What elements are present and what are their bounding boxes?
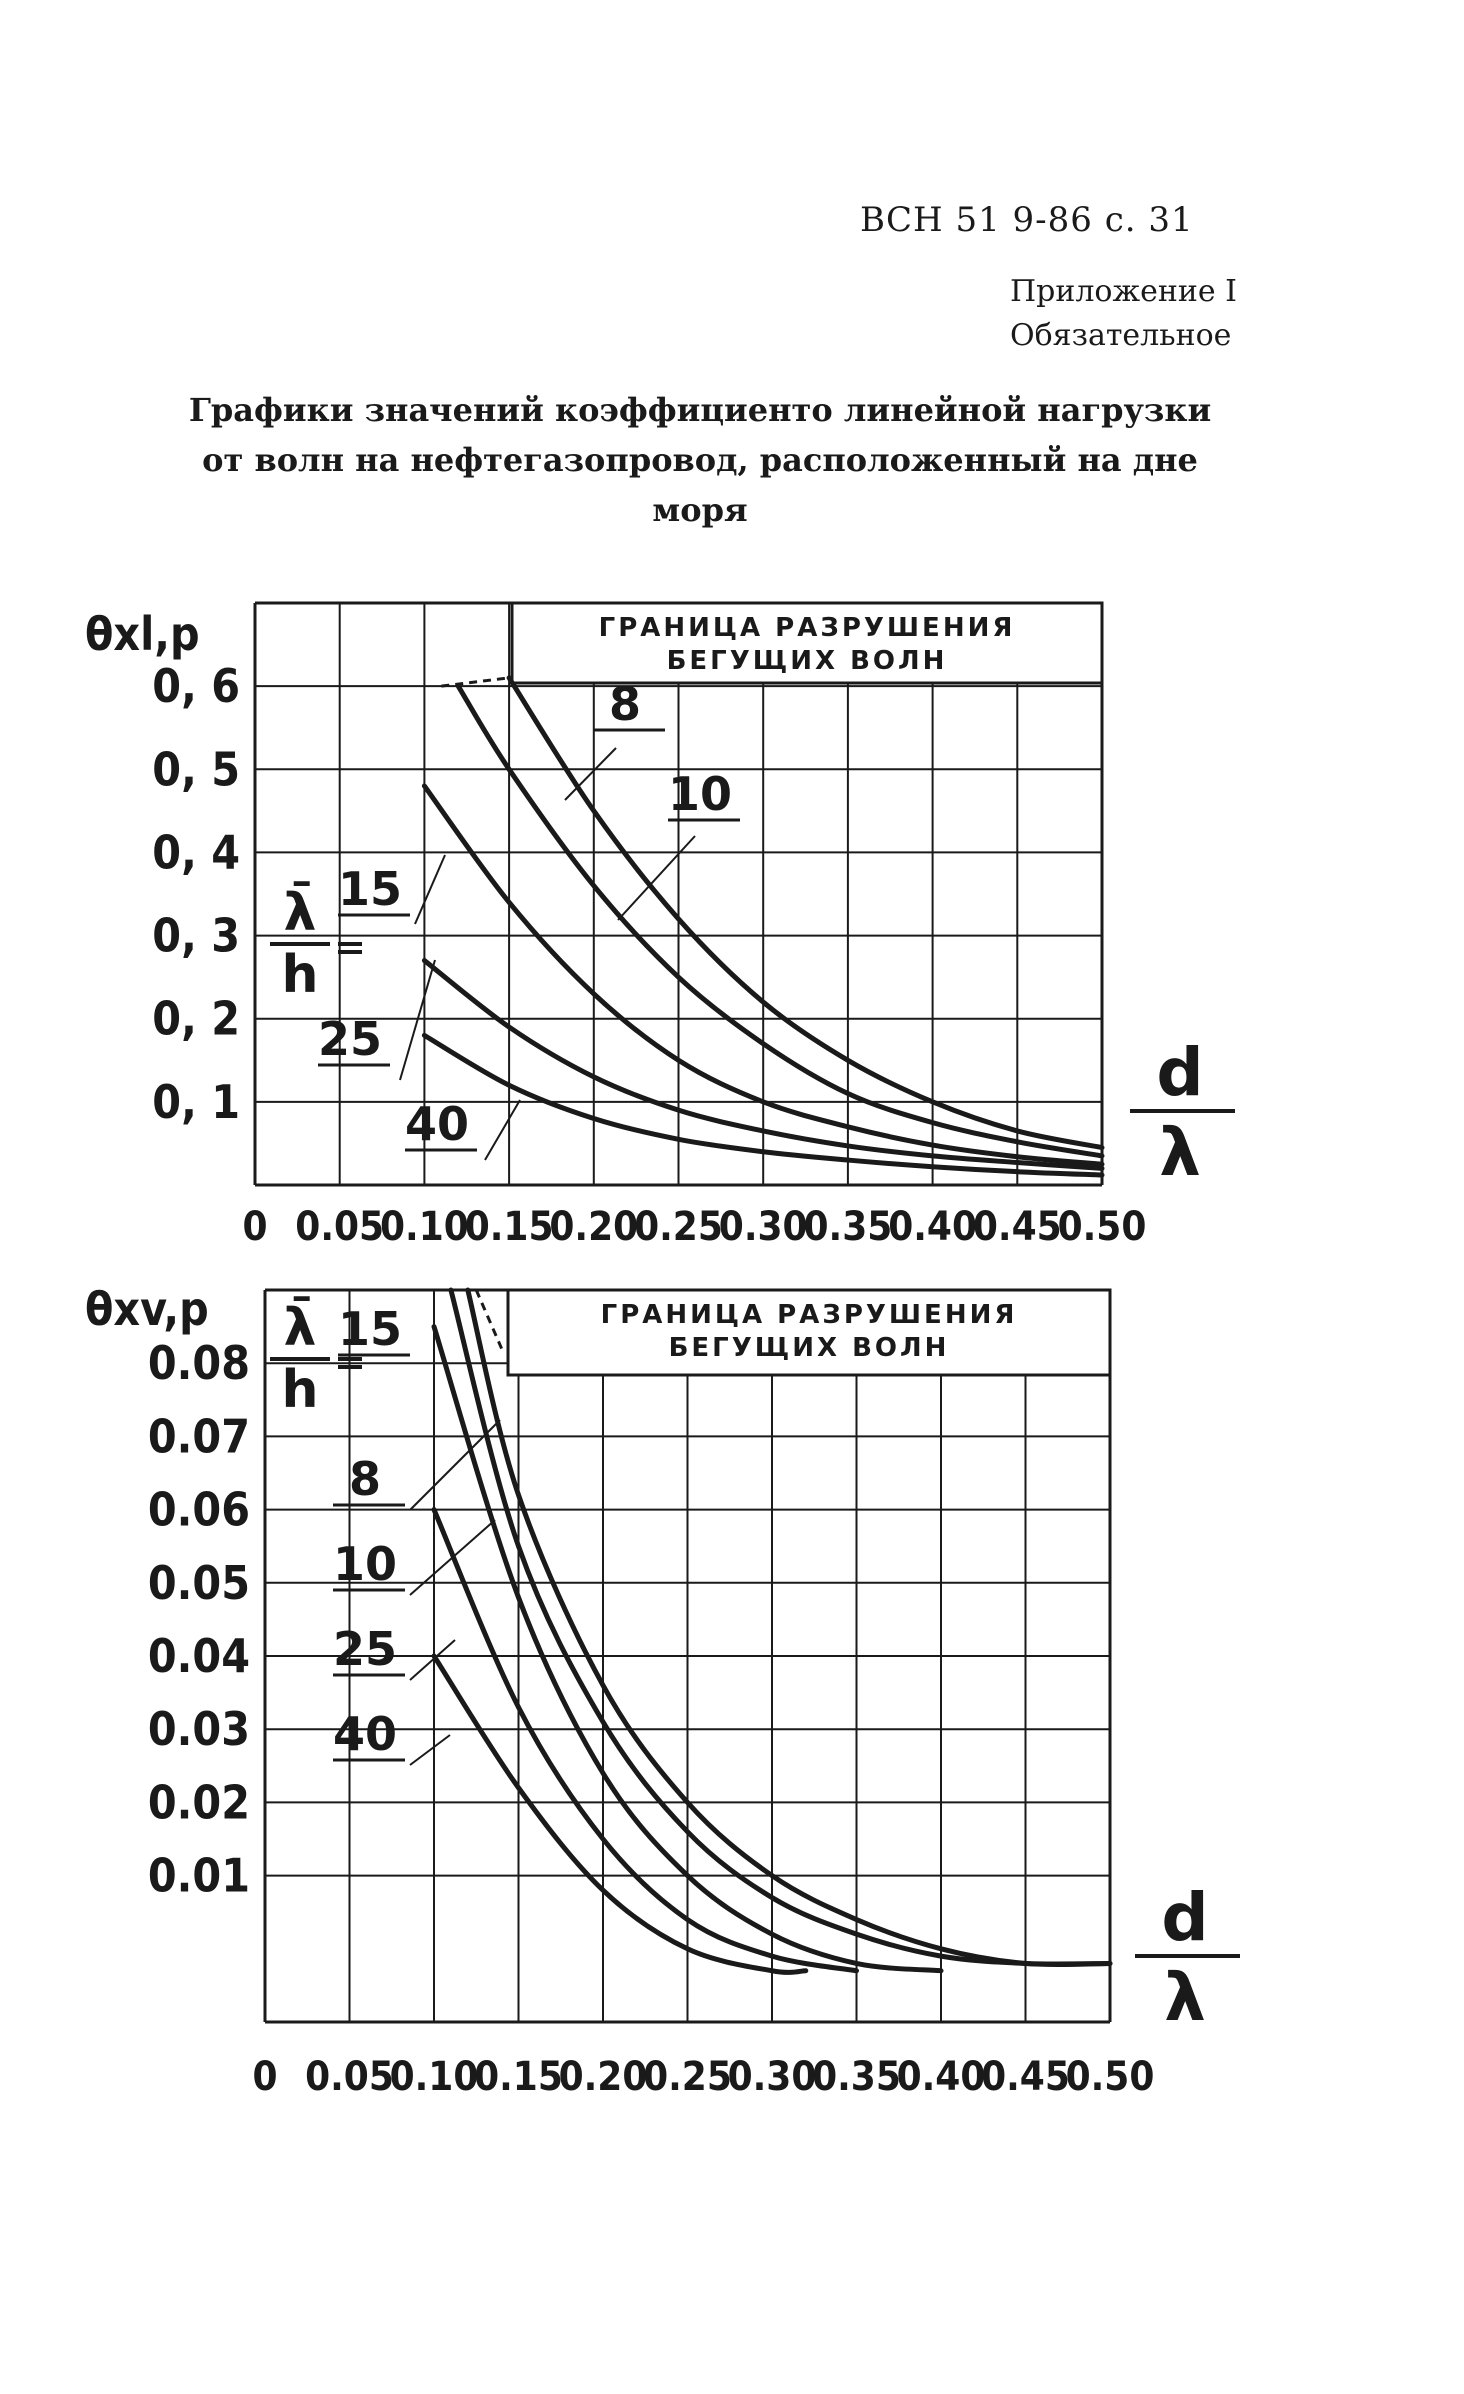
chart2-x-tick-label: 0.50 (1066, 2054, 1155, 2100)
chart1-x-tick-label: 0.20 (549, 1204, 638, 1250)
appendix-note: Приложение I Обязательное (1010, 270, 1237, 358)
chart2-x-tick-label: 0.35 (812, 2054, 901, 2100)
chart2-series-label-40: 40 (333, 1707, 397, 1761)
chart1-x-tick-label: 0.25 (634, 1204, 723, 1250)
chart2-x-tick-label: 0.25 (643, 2054, 732, 2100)
chart1-series-label-40: 40 (405, 1097, 469, 1151)
chart2-param-label-den: h (281, 1360, 318, 1420)
title-line-1: Графики значений коэффициенто линейной н… (188, 391, 1212, 429)
chart2-y-tick-label: 0.04 (148, 1629, 250, 1683)
chart2-x-axis-label-num: d (1161, 1879, 1208, 1956)
chart1-series-leader-line (414, 854, 446, 925)
chart2-boundary-line (474, 1289, 503, 1350)
chart2-series-line-40 (431, 1653, 809, 1975)
chart1-y-tick-label: 0, 5 (152, 742, 240, 796)
chart1-series-label-25: 25 (318, 1012, 382, 1066)
chart1-series-line-25 (421, 958, 1105, 1171)
chart2-y-tick-label: 0.06 (148, 1483, 250, 1537)
chart1-x-tick-label: 0.10 (380, 1204, 469, 1250)
chart2-x-tick-label: 0.30 (728, 2054, 817, 2100)
chart1-x-axis-label-num: d (1156, 1034, 1203, 1111)
chart1-y-axis-title: θxl,p (85, 607, 200, 661)
chart1-x-tick-label: 0.35 (804, 1204, 893, 1250)
appendix-line-1: Приложение I (1010, 274, 1237, 309)
chart2-x-tick-label: 0.45 (981, 2054, 1070, 2100)
chart1-series-label-8: 8 (609, 677, 641, 731)
chart1-series-line-15 (421, 783, 1105, 1167)
chart1-y-tick-label: 0, 2 (152, 992, 240, 1046)
chart2-x-tick-label: 0.05 (305, 2054, 394, 2100)
chart2-series-label-15: 15 (338, 1302, 402, 1356)
chart1-series-line-40 (421, 1032, 1105, 1178)
chart1-x-tick-label: 0.30 (719, 1204, 808, 1250)
chart1-x-tick-label: 0.50 (1058, 1204, 1147, 1250)
chart1-param-label-num: λ̄ (284, 881, 317, 943)
chart2-y-tick-label: 0.08 (148, 1336, 250, 1390)
chart2-y-tick-label: 0.03 (148, 1702, 250, 1756)
chart1-boundary-label-1: ГРАНИЦА РАЗРУШЕНИЯ (599, 613, 1016, 643)
chart1-series-leader-line (399, 959, 436, 1081)
chart2-series-line-15 (465, 1287, 1113, 1968)
chart2-x-axis-label-den: λ (1164, 1959, 1206, 2036)
chart2-series-line-8 (448, 1287, 1113, 1967)
chart2-x-tick-label: 0.20 (559, 2054, 648, 2100)
chart1-boundary-box (510, 601, 1104, 685)
chart1-boundary-line (441, 676, 510, 688)
title-line-3: моря (652, 491, 748, 529)
chart2-boundary-label-2: БЕГУЩИХ ВОЛН (669, 1333, 950, 1363)
chart2-series-line-25 (431, 1507, 859, 1974)
chart2-series-label-25: 25 (333, 1622, 397, 1676)
chart2-series-leader-line (409, 1419, 501, 1511)
chart1-y-tick-label: 0, 1 (152, 1075, 240, 1129)
appendix-line-2: Обязательное (1010, 318, 1232, 353)
chart1-series-label-10: 10 (668, 767, 732, 821)
chart1-x-tick-label: 0.05 (295, 1204, 384, 1250)
chart1-series-line-8 (506, 675, 1105, 1151)
chart1-y-tick-label: 0, 3 (152, 909, 240, 963)
chart2-y-tick-label: 0.05 (148, 1556, 250, 1610)
chart1-y-tick-label: 0, 4 (152, 825, 240, 879)
chart1-series-line-10 (455, 683, 1105, 1159)
chart1-x-tick-label: 0.45 (973, 1204, 1062, 1250)
chart2-y-tick-label: 0.02 (148, 1775, 250, 1829)
title-line-2: от волн на нефтегазопровод, расположенны… (202, 441, 1198, 479)
chart1-x-tick-label: 0 (242, 1204, 267, 1250)
chart2-series-leader-line (409, 1639, 456, 1681)
chart1-series-leader-line (617, 835, 696, 921)
chart2-y-tick-label: 0.01 (148, 1849, 250, 1903)
chart2-series-leader-line (409, 1734, 451, 1766)
chart2-y-tick-label: 0.07 (148, 1409, 250, 1463)
chart1-y-tick-label: 0, 6 (152, 659, 240, 713)
chart1-series-label-15: 15 (338, 862, 402, 916)
chart1-x-tick-label: 0.40 (888, 1204, 977, 1250)
chart2-boundary-box (506, 1288, 1112, 1377)
page-title: Графики значений коэффициенто линейной н… (150, 385, 1250, 535)
chart1-series-leader-line (484, 1099, 521, 1161)
chart2-series-label-8: 8 (349, 1452, 381, 1506)
chart1-series-leader-line (564, 747, 617, 801)
document-reference: ВСН 51 9-86 с. 31 (860, 200, 1194, 240)
chart2-x-tick-label: 0 (252, 2054, 277, 2100)
chart1-param-label-den: h (281, 945, 318, 1005)
chart2-x-tick-label: 0.40 (897, 2054, 986, 2100)
chart1-boundary-label-2: БЕГУЩИХ ВОЛН (667, 646, 948, 676)
chart2-x-tick-label: 0.15 (474, 2054, 563, 2100)
chart2-boundary-label-1: ГРАНИЦА РАЗРУШЕНИЯ (601, 1300, 1018, 1330)
chart1-x-tick-label: 0.15 (465, 1204, 554, 1250)
chart2-y-axis-title: θxv,p (85, 1282, 209, 1336)
chart2-series-line-10 (431, 1324, 944, 1974)
chart2-x-tick-label: 0.10 (390, 2054, 479, 2100)
chart2-series-label-10: 10 (333, 1537, 397, 1591)
chart1-x-axis-label-den: λ (1159, 1114, 1201, 1191)
chart2-param-label-num: λ̄ (284, 1296, 317, 1358)
